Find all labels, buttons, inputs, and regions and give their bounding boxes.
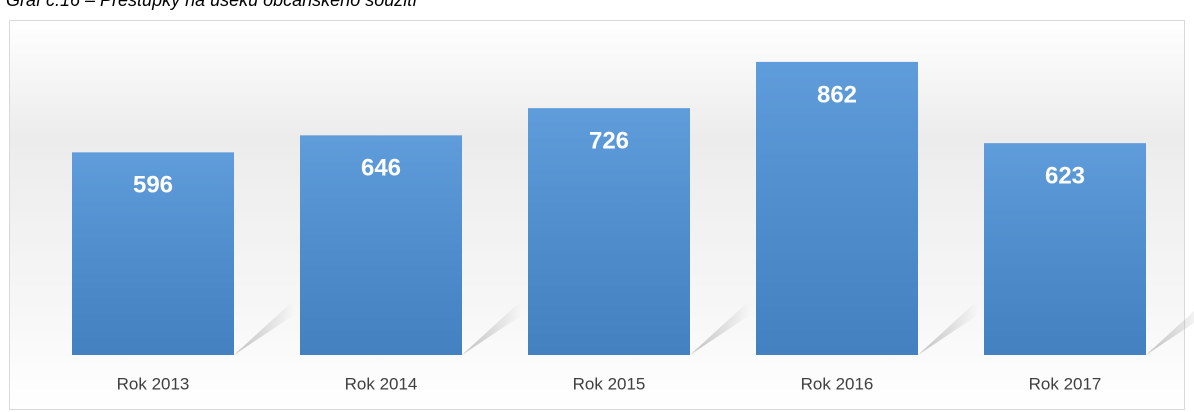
bar-shadow bbox=[690, 300, 750, 355]
bar-shadow bbox=[234, 300, 294, 355]
data-label: 862 bbox=[817, 81, 857, 108]
data-label: 646 bbox=[361, 155, 401, 182]
bar-shadow bbox=[462, 300, 522, 355]
data-label: 623 bbox=[1045, 163, 1085, 190]
bar-gloss bbox=[300, 135, 462, 355]
x-tick-label: Rok 2014 bbox=[345, 374, 418, 393]
bar-gloss bbox=[984, 143, 1146, 355]
x-tick-label: Rok 2015 bbox=[573, 374, 646, 393]
x-tick-label: Rok 2016 bbox=[801, 374, 874, 393]
bar-shadow bbox=[1146, 311, 1194, 355]
bar-shadow bbox=[918, 300, 978, 355]
data-label: 596 bbox=[133, 172, 173, 199]
chart-title: Graf č.16 – Přestupky na úseku občanskéh… bbox=[6, 0, 419, 10]
bar-gloss bbox=[528, 108, 690, 355]
x-tick-label: Rok 2017 bbox=[1029, 374, 1102, 393]
bar-gloss bbox=[756, 61, 918, 356]
data-label: 726 bbox=[589, 128, 629, 155]
bar-gloss bbox=[72, 152, 234, 355]
x-tick-label: Rok 2013 bbox=[117, 374, 190, 393]
